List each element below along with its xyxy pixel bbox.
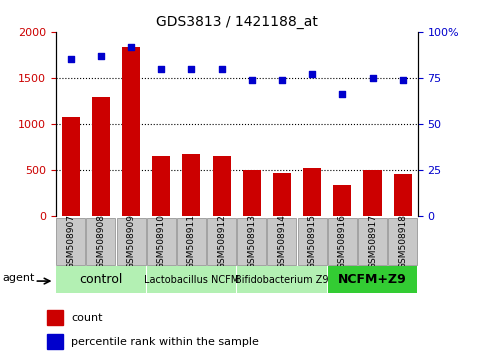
Bar xyxy=(122,47,140,216)
Bar xyxy=(333,185,352,216)
Point xyxy=(248,77,256,82)
Text: agent: agent xyxy=(3,273,35,283)
Bar xyxy=(273,173,291,216)
Text: control: control xyxy=(79,273,123,286)
Point xyxy=(157,66,165,72)
Point xyxy=(339,92,346,97)
Bar xyxy=(328,218,357,265)
Bar xyxy=(47,334,63,349)
Point xyxy=(187,66,195,72)
Bar xyxy=(56,218,85,265)
Bar xyxy=(147,218,176,265)
Bar xyxy=(364,170,382,216)
Bar xyxy=(298,218,327,265)
Point xyxy=(399,77,407,82)
Text: Bifidobacterium Z9: Bifidobacterium Z9 xyxy=(235,275,329,285)
Point xyxy=(308,72,316,77)
Bar xyxy=(237,266,327,293)
Text: GSM508915: GSM508915 xyxy=(308,214,317,269)
Bar xyxy=(213,156,231,216)
Bar xyxy=(92,97,110,216)
Bar xyxy=(394,174,412,216)
Bar xyxy=(62,116,80,216)
Bar xyxy=(177,218,206,265)
Text: GSM508908: GSM508908 xyxy=(96,214,105,269)
Point xyxy=(67,57,74,62)
Text: count: count xyxy=(71,313,103,323)
Text: GSM508914: GSM508914 xyxy=(277,214,286,269)
Text: NCFM+Z9: NCFM+Z9 xyxy=(338,273,407,286)
Text: GSM508918: GSM508918 xyxy=(398,214,407,269)
Bar xyxy=(207,218,236,265)
Bar xyxy=(268,218,297,265)
Text: GSM508911: GSM508911 xyxy=(187,214,196,269)
Text: GSM508907: GSM508907 xyxy=(66,214,75,269)
Point xyxy=(369,75,376,81)
Point xyxy=(278,77,286,82)
Bar xyxy=(56,266,145,293)
Bar xyxy=(388,218,417,265)
Point xyxy=(218,66,226,72)
Bar xyxy=(183,154,200,216)
Bar xyxy=(116,218,145,265)
Bar xyxy=(152,156,170,216)
Text: percentile rank within the sample: percentile rank within the sample xyxy=(71,337,259,347)
Point xyxy=(97,53,105,59)
Bar xyxy=(303,168,321,216)
Bar xyxy=(86,218,115,265)
Title: GDS3813 / 1421188_at: GDS3813 / 1421188_at xyxy=(156,16,318,29)
Bar xyxy=(47,310,63,325)
Bar xyxy=(242,170,261,216)
Bar xyxy=(237,218,266,265)
Bar xyxy=(147,266,236,293)
Text: GSM508909: GSM508909 xyxy=(127,214,136,269)
Bar xyxy=(358,218,387,265)
Text: GSM508912: GSM508912 xyxy=(217,214,226,269)
Bar xyxy=(328,266,417,293)
Text: GSM508917: GSM508917 xyxy=(368,214,377,269)
Point xyxy=(127,44,135,50)
Text: Lactobacillus NCFM: Lactobacillus NCFM xyxy=(144,275,239,285)
Text: GSM508913: GSM508913 xyxy=(247,214,256,269)
Text: GSM508910: GSM508910 xyxy=(156,214,166,269)
Text: GSM508916: GSM508916 xyxy=(338,214,347,269)
